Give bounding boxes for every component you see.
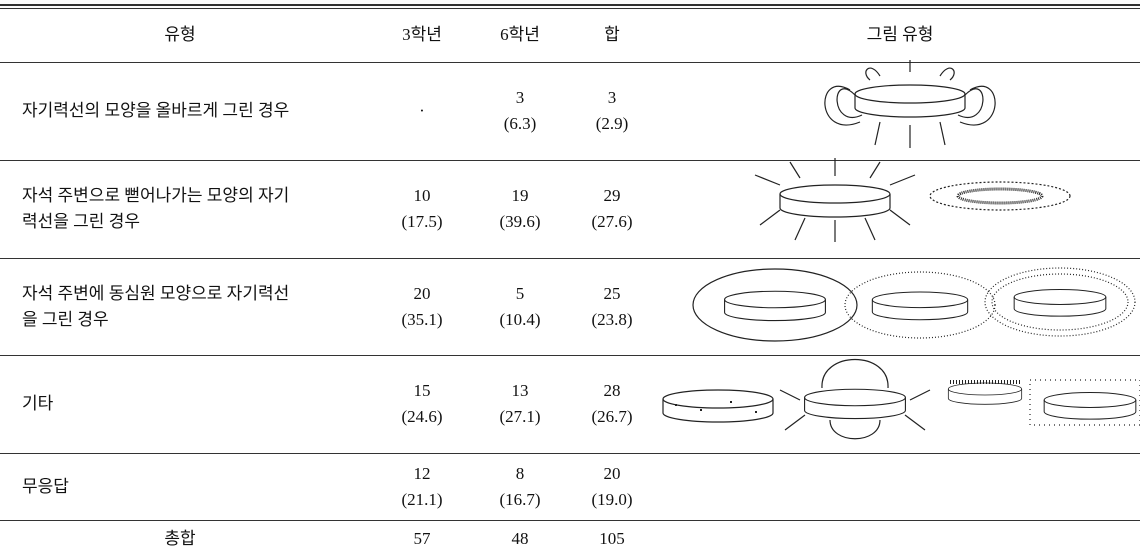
cell-text: 자석 주변으로 뻗어나가는 모양의 자기 [22,186,290,205]
cell-text: 20 [603,463,621,483]
drawing-concentric [692,267,1136,342]
type-cell: 무응답 [22,453,392,520]
cell-text: 그림 유형 [866,25,934,44]
header-cell: 6학년 [460,10,580,60]
cell-text: 12 [413,463,431,483]
count-cell: 13 (27.1) [475,355,565,453]
type-cell: 자기력선의 모양을 올바르게 그린 경우 [22,62,392,160]
cell-text: 6학년 [500,25,540,44]
cell-text: (27.1) [499,407,541,426]
cell-text: (16.7) [499,489,541,509]
header-cell: 유형 [120,10,240,60]
count-cell: 28 (26.7) [567,355,657,453]
count-cell: · [377,62,467,160]
cell-text: 력선을 그린 경우 [22,212,140,231]
cell-text: (17.5) [401,212,443,231]
cell-text: 105 [599,528,625,548]
cell-text: 19 [511,186,529,205]
type-cell: 기타 [22,355,392,453]
cell-text: (2.9) [595,114,629,133]
drawing-radial [754,158,1071,242]
count-cell: 20 (19.0) [567,453,657,520]
drawing-other [662,359,1140,440]
rule [0,8,1140,9]
count-cell: 10 (17.5) [377,160,467,258]
cell-text: 15 [413,381,431,400]
rule [0,62,1140,63]
cell-text: 13 [511,381,529,400]
count-cell: 105 [567,520,657,557]
cell-text: 48 [511,528,529,548]
cell-text: 합 [604,25,620,44]
count-cell: 20 (35.1) [377,258,467,355]
cell-text: (21.1) [401,489,443,509]
cell-text: 28 [603,381,621,400]
count-cell: 25 (23.8) [567,258,657,355]
cell-text: (10.4) [499,309,541,329]
drawing-correct [824,60,996,148]
cell-text: 3학년 [402,25,442,44]
cell-text: 29 [603,186,621,205]
cell-text: 무응답 [22,476,69,496]
cell-text: 20 [413,283,431,303]
header-cell: 합 [552,10,672,60]
cell-text: 5 [515,283,525,303]
cell-text: 유형 [164,25,196,44]
cell-text: 57 [413,528,431,548]
cell-text: 자석 주변에 동심원 모양으로 자기력선 [22,283,290,303]
rule [0,4,1140,6]
cell-text: 8 [515,463,525,483]
count-cell: 57 [377,520,467,557]
count-cell: 19 (39.6) [475,160,565,258]
cell-text: (26.7) [591,407,633,426]
cell-text: 을 그린 경우 [22,309,109,329]
cell-text: 10 [413,186,431,205]
cell-text: (6.3) [503,114,537,133]
header-cell: 3학년 [362,10,482,60]
cell-text: (23.8) [591,309,633,329]
rule [0,520,1140,521]
rule [0,453,1140,454]
cell-text: 25 [603,283,621,303]
count-cell: 12 (21.1) [377,453,467,520]
cell-text: (19.0) [591,489,633,509]
rule [0,160,1140,161]
cell-text: · [419,101,425,120]
rule [0,258,1140,259]
cell-text: (27.6) [591,212,633,231]
cell-text: 3 [607,88,617,107]
rule [0,355,1140,356]
cell-text: (24.6) [401,407,443,426]
count-cell: 5 (10.4) [475,258,565,355]
cell-text: 기타 [22,394,54,413]
cell-text: (39.6) [499,212,541,231]
type-cell: 총합 [120,520,240,557]
count-cell: 15 (24.6) [377,355,467,453]
cell-text: (35.1) [401,309,443,329]
count-cell: 48 [475,520,565,557]
cell-text: 자기력선의 모양을 올바르게 그린 경우 [22,101,290,120]
cell-text: 총합 [164,528,196,548]
count-cell: 3 (6.3) [475,62,565,160]
count-cell: 29 (27.6) [567,160,657,258]
count-cell: 8 (16.7) [475,453,565,520]
header-cell: 그림 유형 [840,10,960,60]
count-cell: 3 (2.9) [567,62,657,160]
cell-text: 3 [515,88,525,107]
